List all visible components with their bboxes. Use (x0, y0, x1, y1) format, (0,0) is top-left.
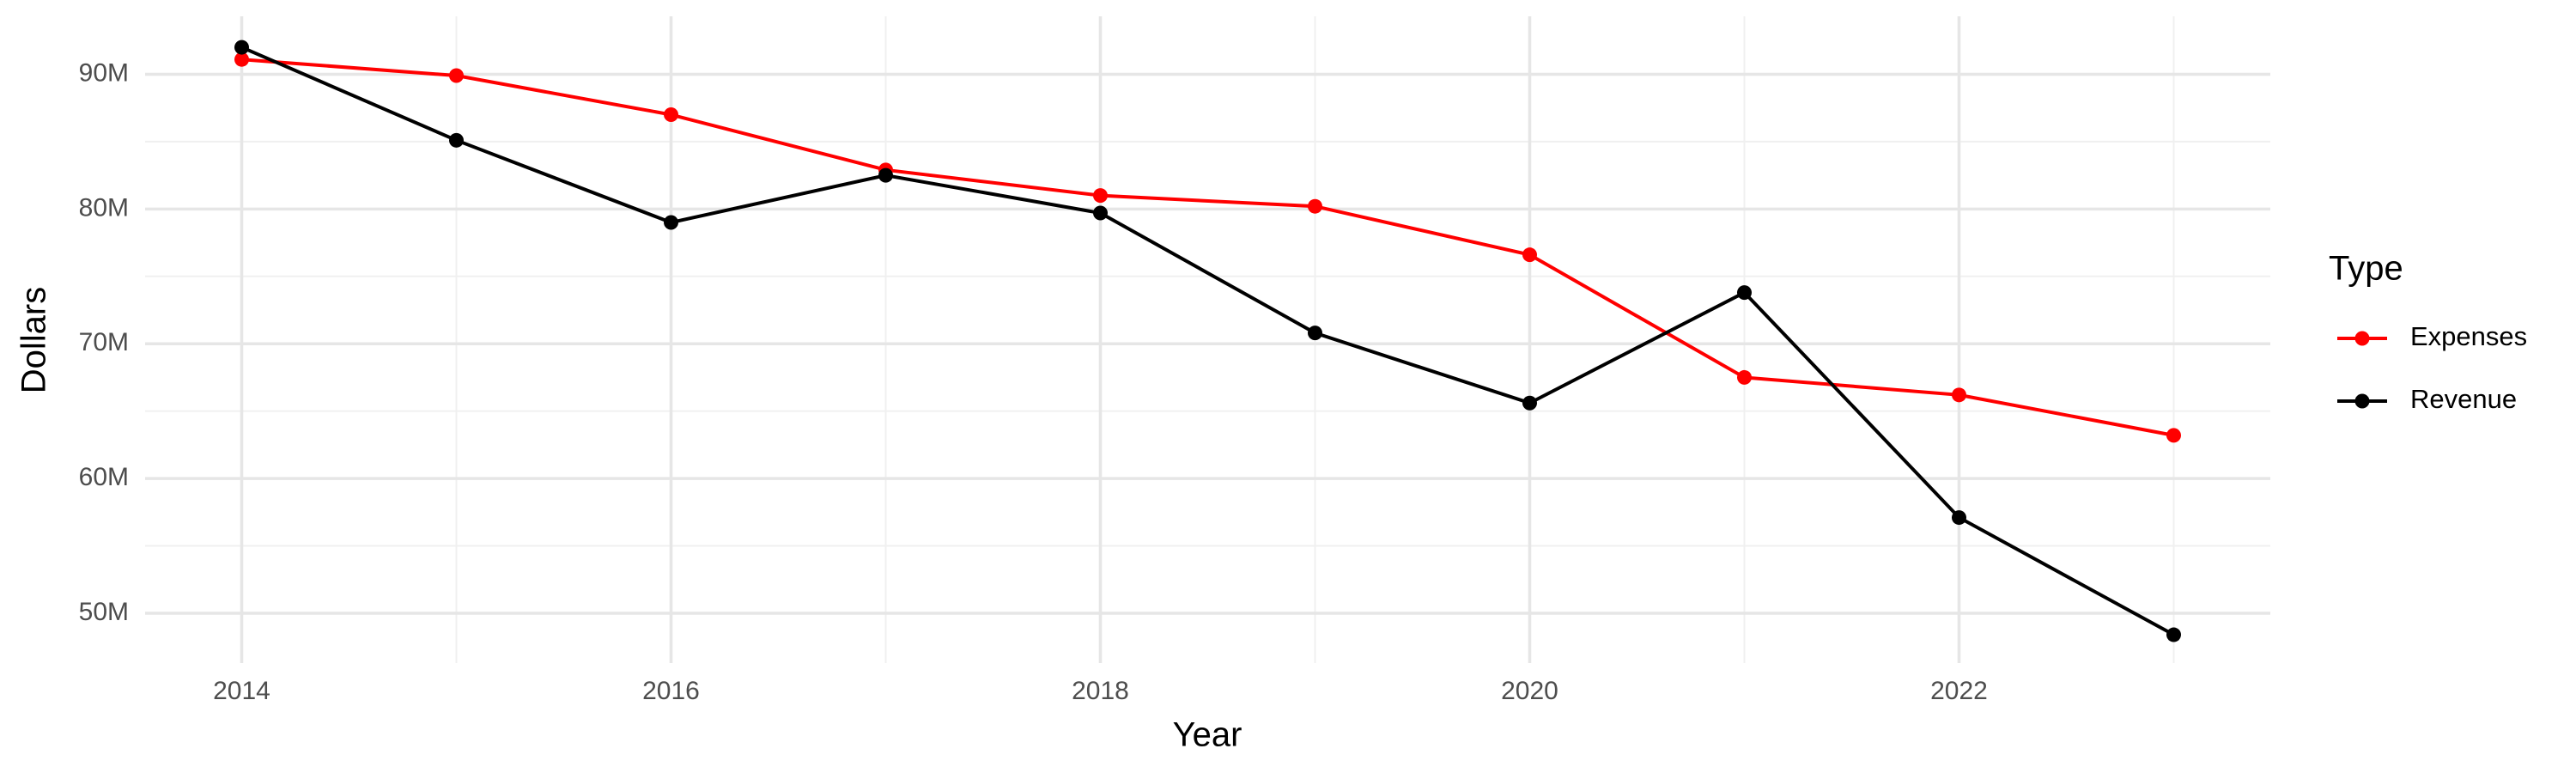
data-point (1522, 395, 1537, 411)
data-point (664, 215, 678, 230)
legend-label: Expenses (2410, 321, 2527, 351)
y-tick-label: 80M (79, 193, 129, 222)
data-point (664, 107, 678, 123)
x-tick-label: 2020 (1501, 677, 1558, 705)
legend-swatch-point (2354, 331, 2370, 346)
data-point (1737, 285, 1752, 301)
y-axis-title: Dollars (15, 287, 53, 393)
x-axis-title: Year (1173, 716, 1242, 754)
x-tick-label: 2018 (1072, 677, 1129, 705)
legend-label: Revenue (2410, 384, 2517, 414)
data-point (1093, 188, 1108, 204)
y-tick-label: 90M (79, 58, 129, 87)
y-tick-label: 50M (79, 598, 129, 626)
series-line (240, 46, 2175, 636)
data-point (1952, 510, 1966, 526)
legend-title: Type (2329, 250, 2403, 288)
x-tick-label: 2016 (642, 677, 700, 705)
x-tick-label: 2022 (1930, 677, 1988, 705)
data-point (234, 40, 249, 55)
y-tick-label: 60M (79, 463, 129, 491)
data-point (1952, 387, 1966, 403)
legend-swatch-point (2354, 393, 2370, 409)
data-point (1737, 369, 1752, 385)
data-point (234, 52, 249, 67)
x-tick-label: 2014 (213, 677, 270, 705)
y-tick-label: 70M (79, 328, 129, 356)
data-point (449, 132, 464, 148)
data-point (878, 167, 893, 183)
data-point (1308, 326, 1322, 341)
data-point (2166, 428, 2181, 443)
data-point (1308, 198, 1322, 214)
data-point (1522, 247, 1537, 263)
data-point (449, 68, 464, 83)
data-point (2166, 627, 2181, 642)
series-line (241, 58, 2174, 437)
data-point (1093, 205, 1108, 221)
